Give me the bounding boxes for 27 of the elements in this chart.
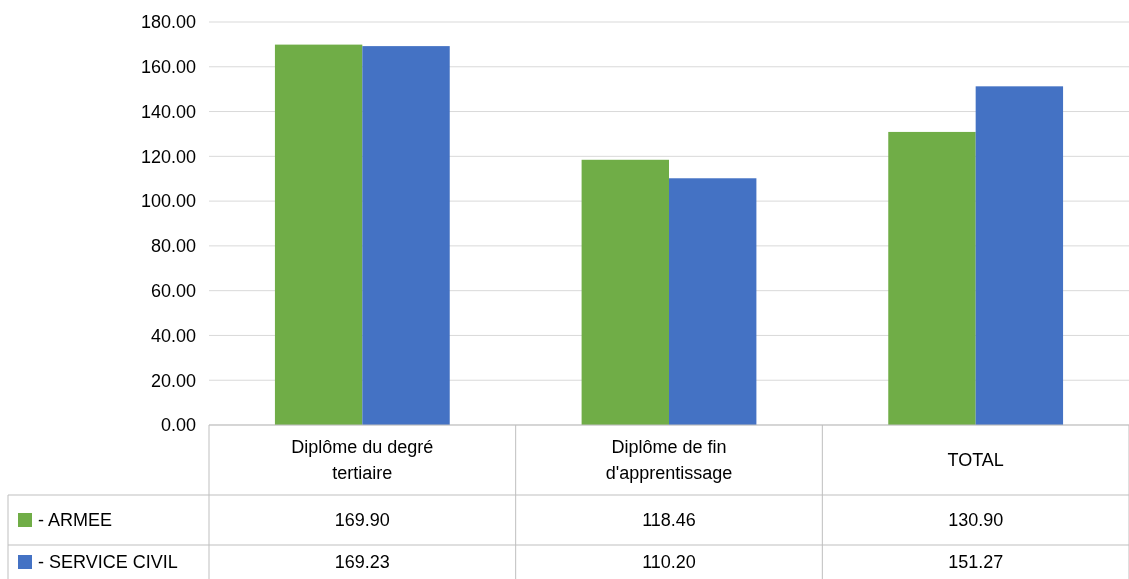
x-tick-label: Diplôme de fin d'apprentissage	[605, 437, 733, 484]
y-tick-label: 140.00	[140, 101, 196, 122]
y-tick-label: 0.00	[160, 415, 196, 436]
y-tick-label: 80.00	[150, 236, 196, 257]
data-label: 130.90	[948, 510, 1004, 531]
y-tick-label: 120.00	[140, 146, 196, 167]
y-tick-label: 180.00	[140, 12, 196, 33]
bar	[581, 159, 669, 425]
y-tick-label: 40.00	[150, 325, 196, 346]
y-tick-label: 60.00	[150, 280, 196, 301]
legend-label: - ARMEE	[38, 510, 113, 531]
bar	[975, 86, 1064, 425]
y-tick-label: 160.00	[140, 57, 196, 78]
data-label: 110.20	[642, 552, 696, 573]
x-tick-label: Diplôme du degré tertiaire	[291, 437, 434, 484]
data-label: 118.46	[642, 510, 696, 531]
data-label: 169.90	[334, 510, 390, 531]
legend-label: - SERVICE CIVIL	[38, 552, 178, 573]
x-tick-label: TOTAL	[947, 450, 1004, 471]
data-label: 169.23	[334, 552, 390, 573]
y-tick-label: 100.00	[140, 191, 196, 212]
data-label: 151.27	[948, 552, 1004, 573]
y-tick-label: 20.00	[150, 370, 196, 391]
bar	[274, 44, 363, 425]
bar	[888, 131, 976, 425]
bar	[669, 178, 757, 425]
bar	[362, 46, 450, 425]
